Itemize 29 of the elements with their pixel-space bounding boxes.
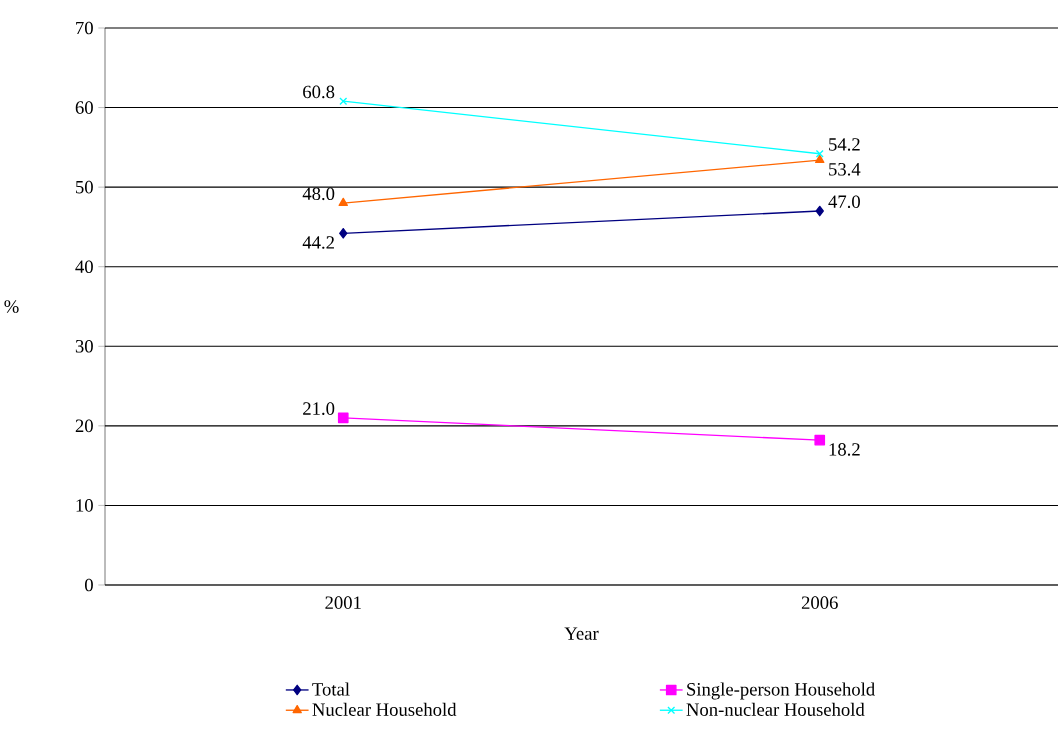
x-tick-label: 2006 [801,596,838,609]
data-label: 18.2 [829,443,860,456]
point [814,434,826,446]
data-label: 21.0 [303,402,335,415]
y-tick-label: 0 [85,578,93,592]
legend-label: Nuclear Household [312,702,457,716]
legend-label: Non-nuclear Household [686,702,865,716]
legend-label: Total [312,682,350,696]
point [337,412,349,424]
data-label: 54.2 [829,138,860,151]
y-tick-label: 70 [76,21,93,35]
data-label: 60.8 [303,85,335,99]
y-tick-label: 30 [75,339,93,353]
data-label: 48.0 [302,187,335,201]
x-tick-label: 2001 [325,596,361,609]
y-tick-label: 50 [76,180,93,194]
legend-label: Single-person Household [687,682,875,700]
data-label: 53.4 [829,163,861,176]
x-axis-title: Year [564,627,599,640]
data-label: 44.2 [302,236,334,249]
data-label: 47.0 [828,195,860,209]
y-axis-title: % [4,300,19,313]
point [339,227,348,239]
y-tick-label: 60 [75,101,93,114]
y-tick-label: 20 [75,419,93,433]
point [815,205,824,217]
y-tick-label: 40 [75,260,93,274]
point [339,97,348,106]
y-tick-label: 10 [76,499,93,512]
